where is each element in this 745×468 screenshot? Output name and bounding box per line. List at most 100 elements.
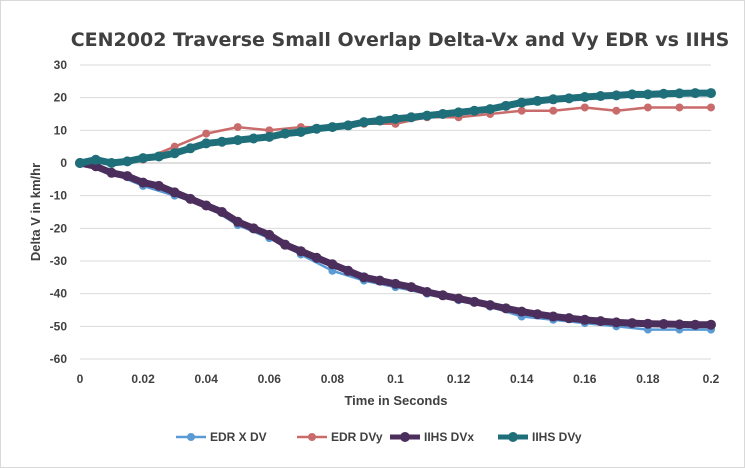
data-point [642, 318, 653, 329]
chart-title: CEN2002 Traverse Small Overlap Delta-Vx … [71, 29, 730, 51]
data-point [516, 97, 527, 108]
data-point [532, 309, 543, 320]
y-tick-label: 30 [54, 58, 68, 72]
y-tick-label: 10 [54, 123, 68, 137]
data-point [153, 180, 164, 191]
legend-label: IIHS DVy [532, 430, 582, 444]
data-point [390, 278, 401, 289]
data-point [548, 311, 559, 322]
data-point [485, 300, 496, 311]
x-tick-label: 0 [77, 372, 84, 386]
data-point [706, 88, 716, 99]
data-point [675, 103, 684, 112]
x-tick-label: 0.2 [703, 372, 720, 386]
data-point [422, 287, 433, 298]
data-point [106, 167, 117, 178]
data-point [295, 246, 306, 257]
series-line [76, 159, 715, 329]
data-point [517, 106, 526, 115]
data-point [690, 88, 701, 99]
y-tick-label: -40 [50, 287, 68, 301]
x-tick-label: 0.04 [195, 372, 219, 386]
data-point [75, 158, 85, 168]
series-iihs-dvx [75, 158, 716, 330]
y-tick-label: 0 [60, 156, 67, 170]
data-point [595, 316, 606, 327]
data-point [516, 306, 527, 317]
data-point [658, 88, 669, 99]
data-point [390, 113, 401, 124]
data-point [248, 223, 259, 234]
data-point [674, 319, 685, 330]
x-tick-label: 0.1 [387, 372, 404, 386]
data-point [232, 216, 243, 227]
data-point [280, 128, 291, 139]
y-tick-label: -60 [50, 352, 68, 366]
data-point [185, 193, 196, 204]
y-tick-label: -50 [50, 319, 68, 333]
data-point [453, 293, 464, 304]
data-point [500, 303, 511, 314]
data-point [532, 95, 543, 106]
data-point [169, 187, 180, 198]
data-point [248, 133, 259, 144]
data-point [327, 259, 338, 270]
data-point [674, 88, 685, 99]
data-point [611, 90, 622, 101]
data-point [216, 207, 227, 217]
x-axis-label: Time in Seconds [344, 393, 447, 408]
data-point [138, 177, 149, 188]
data-point [122, 156, 133, 167]
data-point [358, 272, 369, 283]
y-tick-label: -10 [50, 189, 68, 203]
data-point [374, 115, 385, 126]
y-tick-label: -20 [50, 221, 68, 235]
data-point [264, 131, 275, 142]
data-point [406, 282, 417, 293]
data-point [233, 123, 242, 132]
data-point [548, 94, 559, 105]
data-point [138, 153, 149, 164]
y-tick-label: -30 [50, 254, 68, 268]
data-point [264, 229, 275, 240]
data-point [627, 318, 638, 329]
series-iihs-dvy [75, 88, 716, 168]
x-tick-label: 0.16 [573, 372, 597, 386]
series-edr-dvy [76, 103, 715, 167]
data-point [469, 105, 480, 116]
legend-item: EDR X DV [176, 430, 267, 444]
data-point [311, 252, 322, 263]
data-point [216, 136, 227, 147]
data-point [437, 109, 448, 119]
legend-label: IIHS DVx [424, 430, 474, 444]
data-point [311, 123, 322, 134]
x-tick-label: 0.14 [510, 372, 534, 386]
data-point [122, 171, 133, 182]
data-point [612, 106, 621, 115]
legend: EDR X DV EDR DVy IIHS DVx IIHS DVy [176, 430, 582, 444]
data-point [549, 106, 558, 115]
data-point [422, 110, 433, 121]
data-point [201, 138, 212, 149]
y-axis-ticks: -60 -50 -40 -30 -20 -10 0 10 20 30 [50, 58, 68, 366]
data-point [201, 200, 212, 211]
data-point [642, 89, 653, 100]
data-point [343, 265, 354, 276]
series-group [75, 88, 716, 334]
data-point [343, 120, 354, 131]
data-point [295, 126, 306, 137]
data-point [658, 319, 669, 330]
legend-swatch-marker [508, 432, 518, 442]
data-point [202, 129, 211, 138]
legend-swatch-marker [400, 432, 410, 442]
data-point [690, 319, 701, 330]
legend-label: EDR X DV [210, 430, 267, 444]
data-point [374, 275, 385, 286]
data-point [169, 148, 180, 159]
series-edr-x-dv [76, 159, 715, 334]
x-tick-label: 0.08 [321, 372, 345, 386]
data-point [232, 135, 243, 146]
legend-swatch-marker [308, 433, 316, 441]
